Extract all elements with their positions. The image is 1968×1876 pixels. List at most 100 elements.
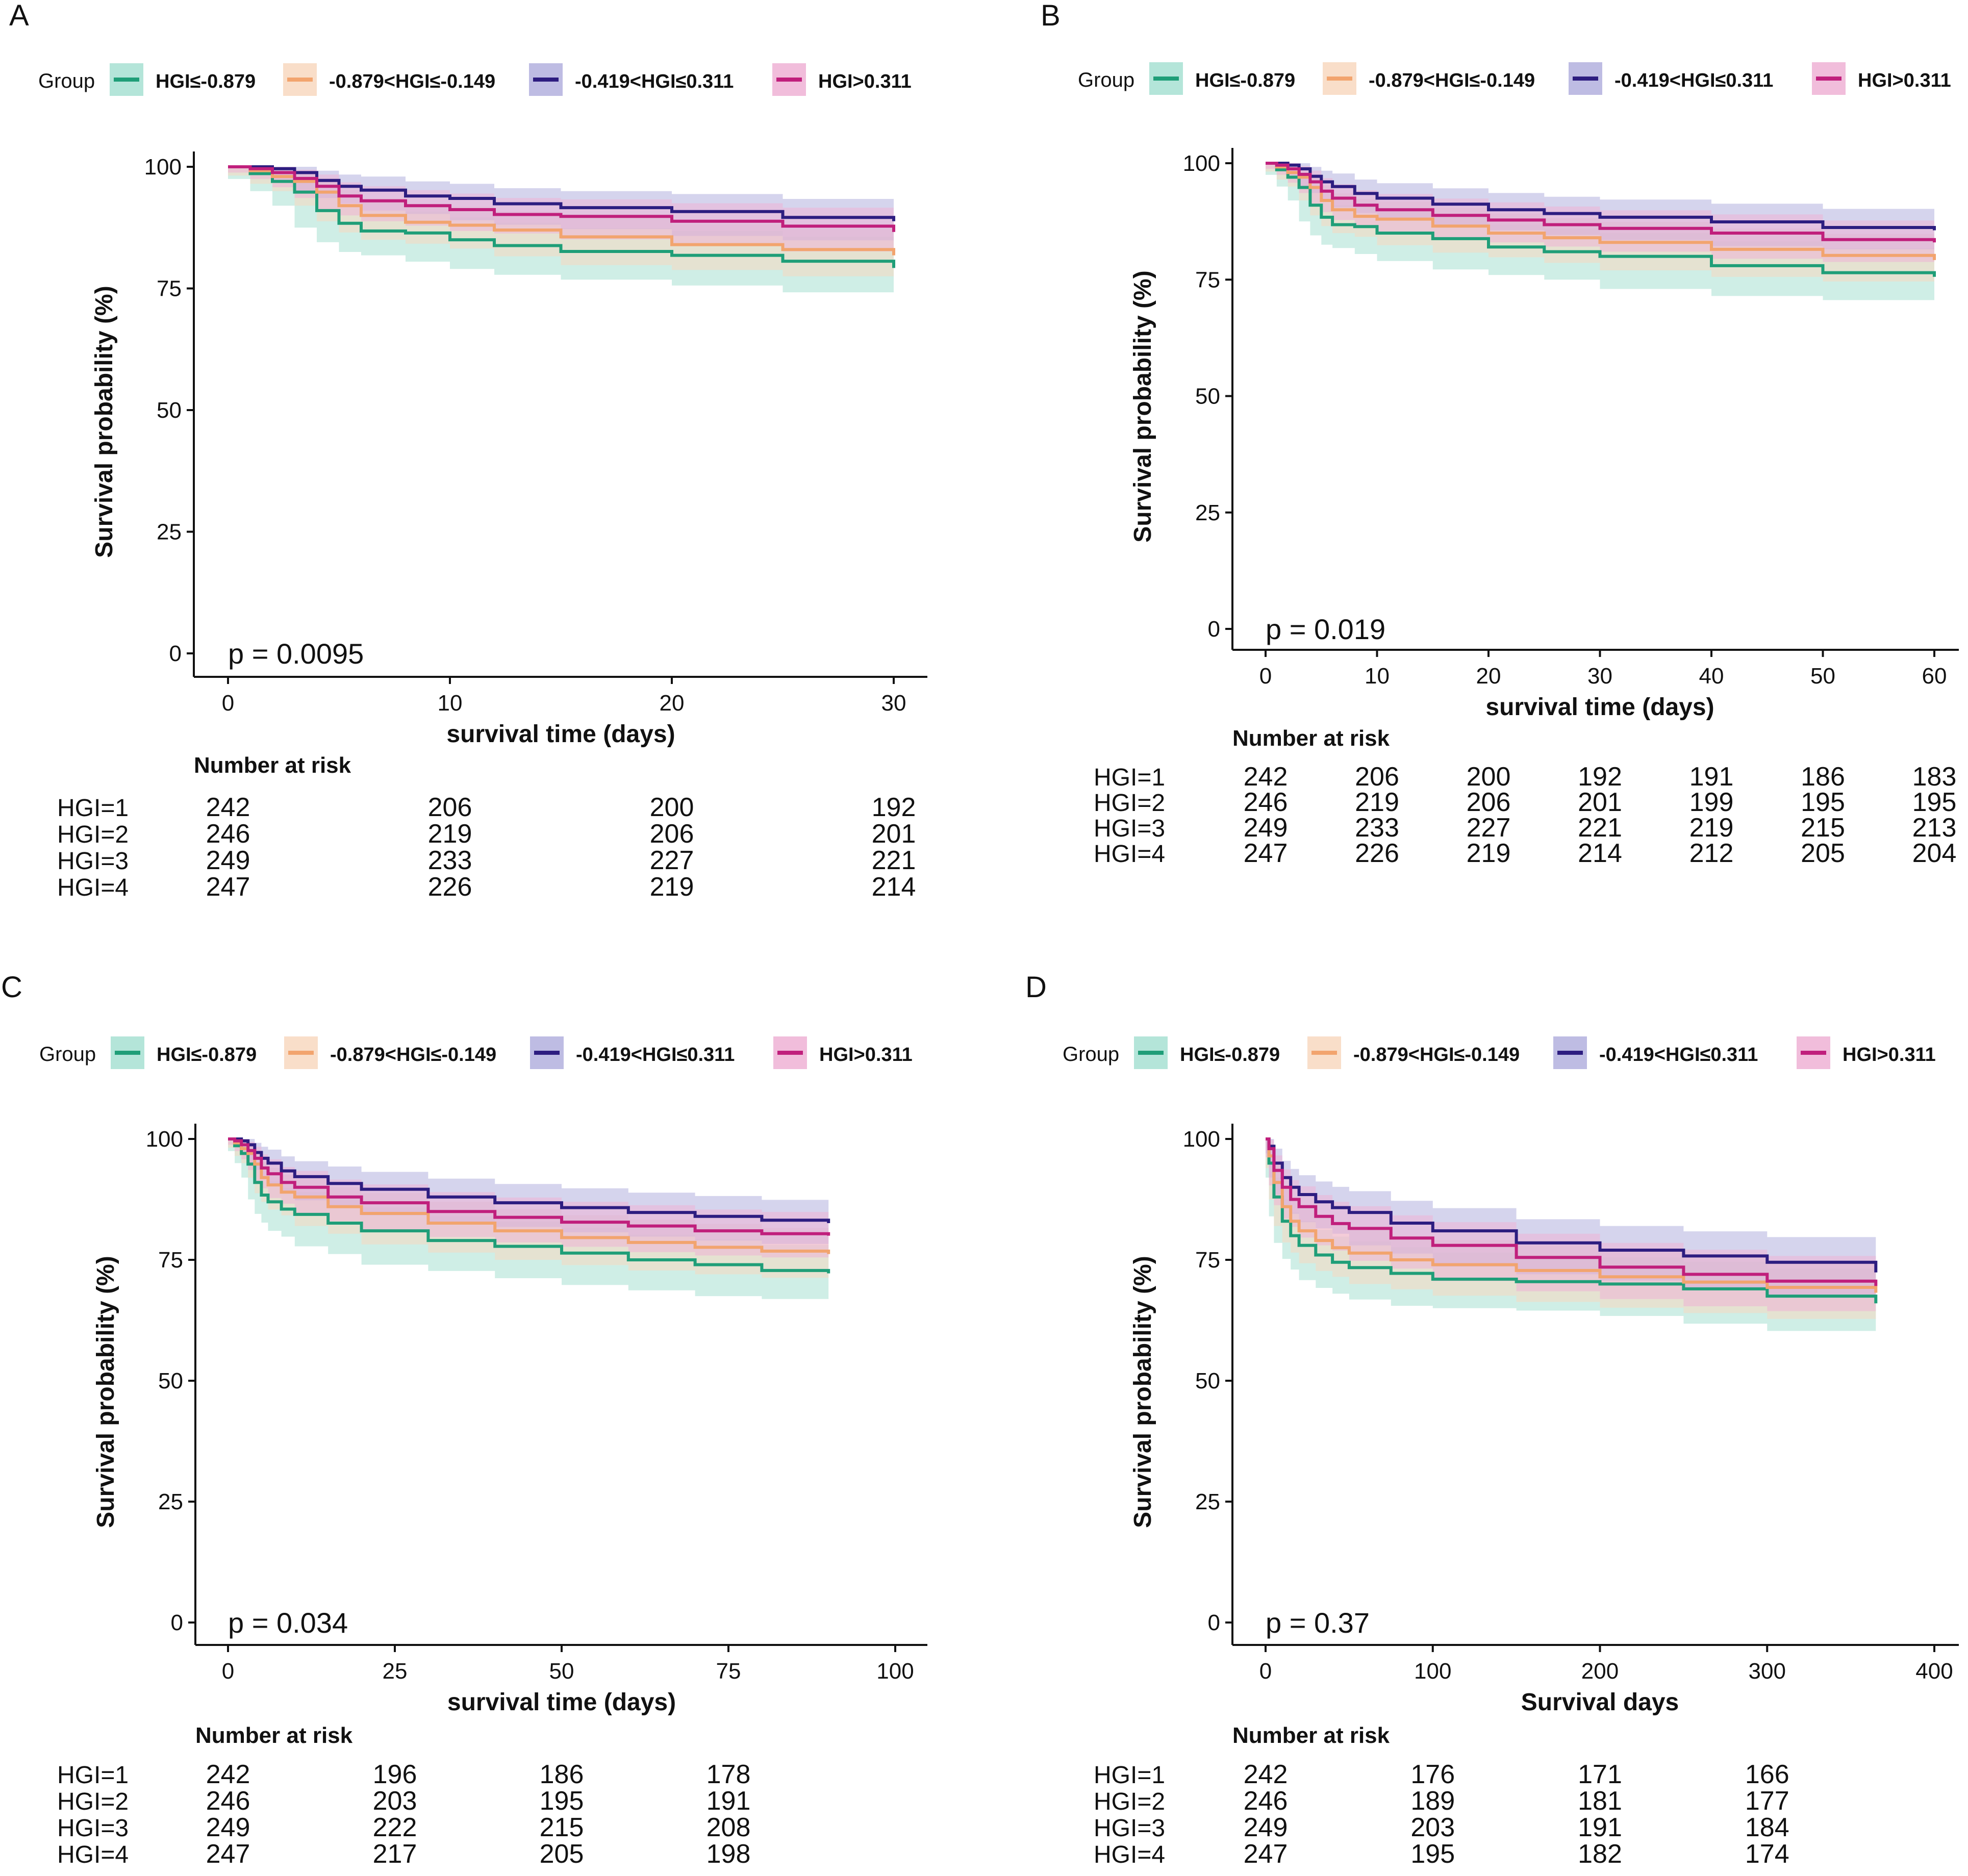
risk-value: 233 — [1355, 813, 1399, 843]
risk-row: HGI=4 247 217 205 198 — [57, 1839, 750, 1869]
risk-value: 206 — [1355, 762, 1399, 792]
survival-curve — [228, 165, 895, 256]
y-tick-label: 75 — [1195, 1248, 1220, 1273]
legend-label: HGI>0.311 — [819, 1044, 913, 1066]
risk-value: 219 — [1355, 788, 1399, 817]
risk-value: 201 — [872, 819, 916, 849]
axes: 0 25 50 75 100 0 10 20 30 40 50 60 Survival probabil… — [1129, 148, 1959, 721]
legend-item: -0.419<HGI≤0.311 — [1553, 1036, 1758, 1069]
risk-value: 249 — [206, 1813, 250, 1842]
risk-value: 246 — [1244, 1786, 1288, 1816]
x-tick-label: 20 — [1476, 664, 1501, 689]
risk-value: 184 — [1745, 1813, 1789, 1842]
risk-row: HGI=4 247 195 182 174 — [1094, 1839, 1789, 1869]
risk-table-title: Number at risk — [1232, 1723, 1390, 1748]
ci-band — [1266, 1139, 1876, 1311]
risk-row: HGI=1 242 206 200 192 191 186 183 — [1094, 762, 1956, 792]
axes: 0 25 50 75 100 0 25 50 75 100 Survival probability… — [92, 1124, 927, 1716]
risk-value: 221 — [1578, 813, 1622, 843]
y-axis-title: Survival probability (%) — [92, 1256, 119, 1528]
x-tick-label: 400 — [1915, 1659, 1953, 1684]
risk-row-label: HGI=3 — [1094, 815, 1165, 842]
risk-value: 206 — [650, 819, 694, 849]
legend: Group HGI≤-0.879 -0.879<HGI≤-0.149 -0.419<H… — [1063, 1036, 1936, 1069]
survival-curve — [228, 1137, 830, 1236]
risk-value: 242 — [1244, 762, 1288, 792]
legend-item: HGI>0.311 — [1797, 1036, 1936, 1069]
risk-value: 195 — [540, 1786, 584, 1816]
y-tick-label: 50 — [158, 1368, 183, 1393]
risk-value: 222 — [373, 1813, 417, 1842]
risk-value: 206 — [1467, 788, 1511, 817]
y-tick-label: 0 — [169, 641, 182, 666]
survival-curves — [228, 1137, 830, 1274]
risk-row-label: HGI=1 — [1094, 1762, 1165, 1789]
panel-letter: D — [1025, 971, 1047, 1004]
x-tick-label: 100 — [1414, 1659, 1451, 1684]
y-tick-label: 25 — [1195, 500, 1220, 525]
risk-value: 191 — [1578, 1813, 1622, 1842]
risk-row: HGI=4 247 226 219 214 212 205 204 — [1094, 839, 1956, 868]
risk-value: 203 — [1410, 1813, 1455, 1842]
x-tick-label: 200 — [1581, 1659, 1619, 1684]
risk-value: 177 — [1745, 1786, 1789, 1816]
y-tick-label: 0 — [1208, 1610, 1220, 1635]
y-tick-label: 25 — [158, 1489, 183, 1514]
legend-label: HGI≤-0.879 — [1180, 1044, 1280, 1066]
y-tick-label: 50 — [1195, 1368, 1220, 1393]
risk-value: 201 — [1578, 788, 1622, 817]
y-axis-title: Survival probability (%) — [91, 286, 118, 557]
legend-label: HGI>0.311 — [1858, 70, 1951, 91]
risk-row: HGI=2 246 189 181 177 — [1094, 1786, 1789, 1816]
x-tick-label: 100 — [876, 1659, 914, 1684]
survival-curve — [1266, 1137, 1878, 1286]
risk-value: 215 — [1801, 813, 1845, 843]
legend-item: -0.879<HGI≤-0.149 — [283, 63, 495, 96]
risk-value: 192 — [1578, 762, 1622, 792]
risk-value: 186 — [540, 1760, 584, 1789]
survival-curve — [228, 1137, 830, 1274]
risk-row: HGI=2 246 219 206 201 — [57, 819, 916, 849]
risk-value: 195 — [1410, 1839, 1455, 1869]
ci-bands — [1266, 163, 1934, 300]
survival-curves — [1266, 1137, 1878, 1304]
risk-value: 166 — [1745, 1760, 1789, 1789]
risk-value: 214 — [872, 872, 916, 902]
risk-value: 233 — [428, 846, 472, 875]
legend-item: -0.419<HGI≤0.311 — [529, 63, 734, 96]
x-tick-label: 40 — [1699, 664, 1724, 689]
risk-value: 191 — [707, 1786, 751, 1816]
risk-value: 182 — [1578, 1839, 1622, 1869]
risk-value: 195 — [1801, 788, 1845, 817]
risk-table: Number at risk HGI=1 242 176 171 166 HGI=2 246 1… — [1094, 1723, 1789, 1869]
risk-value: 219 — [428, 819, 472, 849]
risk-value: 186 — [1801, 762, 1845, 792]
risk-value: 171 — [1578, 1760, 1622, 1789]
risk-value: 247 — [206, 872, 250, 902]
legend-label: HGI≤-0.879 — [156, 71, 256, 92]
legend-item: HGI≤-0.879 — [1149, 62, 1295, 95]
x-tick-label: 0 — [1259, 664, 1272, 689]
risk-row-label: HGI=2 — [57, 1788, 129, 1815]
legend: Group HGI≤-0.879 -0.879<HGI≤-0.149 -0.419<H… — [1078, 62, 1951, 95]
ci-bands — [1266, 1139, 1876, 1331]
risk-value: 174 — [1745, 1839, 1789, 1869]
legend-label: -0.419<HGI≤0.311 — [576, 1044, 735, 1066]
legend-item: -0.879<HGI≤-0.149 — [284, 1036, 496, 1069]
risk-value: 246 — [1244, 788, 1288, 817]
risk-row: HGI=3 249 203 191 184 — [1094, 1813, 1789, 1842]
risk-table-title: Number at risk — [195, 1723, 353, 1748]
survival-curve — [1266, 1137, 1878, 1273]
risk-value: 247 — [1244, 1839, 1288, 1869]
risk-row-label: HGI=4 — [1094, 1841, 1165, 1868]
risk-row-label: HGI=3 — [1094, 1815, 1165, 1842]
risk-value: 200 — [650, 793, 694, 822]
legend: Group HGI≤-0.879 -0.879<HGI≤-0.149 -0.419<H… — [38, 63, 912, 96]
risk-row-label: HGI=4 — [57, 874, 129, 901]
risk-value: 249 — [1244, 1813, 1288, 1842]
survival-curve — [1266, 162, 1936, 243]
risk-row: HGI=1 242 196 186 178 — [57, 1760, 750, 1789]
x-axis-title: survival time (days) — [447, 1689, 676, 1716]
x-tick-label: 25 — [383, 1659, 408, 1684]
